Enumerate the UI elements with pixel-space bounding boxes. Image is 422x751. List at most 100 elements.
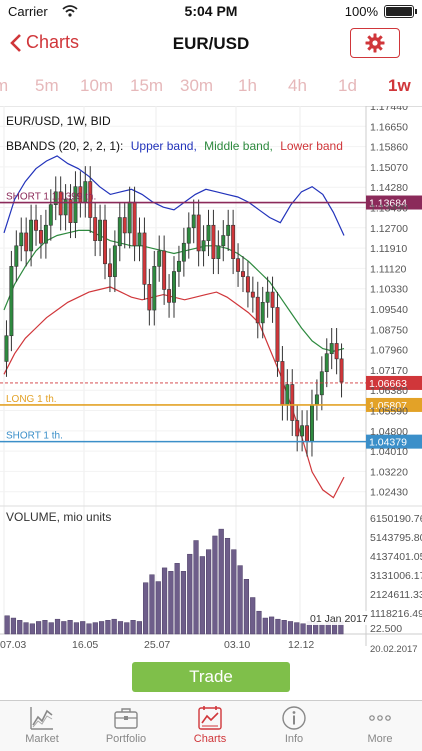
upper-band-line — [3, 155, 345, 236]
middle-band-line — [3, 229, 345, 352]
tabbar-item-info[interactable]: Info — [252, 705, 336, 745]
last-date-label: 20.02.2017 — [370, 644, 418, 655]
candle — [196, 199, 201, 267]
volume-bar — [168, 571, 174, 635]
tab-5m[interactable]: 5m — [35, 76, 59, 95]
candle — [270, 276, 275, 323]
volume-bar — [61, 621, 67, 635]
candle — [314, 379, 319, 421]
candle-up — [226, 224, 231, 236]
candle-up — [98, 219, 103, 241]
price-tick-label: 1.03220 — [370, 466, 408, 478]
candle-down — [290, 384, 295, 421]
tabbar-item-charts[interactable]: Charts — [168, 705, 252, 745]
price-chart[interactable]: SHORT 1 1.1399 th. 1.13684 LONG 1 th. 1.058… — [0, 106, 422, 656]
candle — [4, 320, 9, 377]
tabbar-item-market[interactable]: Market — [0, 705, 84, 745]
tabbar-item-more[interactable]: More — [338, 705, 422, 745]
price-tick-label: 1.11120 — [370, 263, 407, 275]
price-axis: 1.17440 1.16650 1.15860 1.15070 1.14280 1.134… — [370, 106, 408, 499]
price-tick-label: 1.07960 — [370, 345, 408, 357]
candle — [147, 268, 152, 326]
tab-1w[interactable]: 1w — [388, 76, 411, 95]
tab-1d[interactable]: 1d — [338, 76, 357, 95]
candle — [19, 217, 24, 262]
candle — [127, 186, 132, 249]
candle-up — [157, 250, 162, 267]
back-button-label: Charts — [26, 32, 80, 52]
volume-bar — [29, 623, 35, 635]
candle — [285, 369, 290, 421]
candle-up — [206, 224, 211, 241]
candle — [275, 292, 280, 377]
volume-bar — [250, 597, 256, 635]
info-icon — [282, 706, 306, 730]
volume-tick-label: 5143795.80 — [370, 532, 422, 544]
candle-up — [221, 235, 226, 247]
candle-down — [103, 219, 107, 265]
chart-grid — [0, 106, 422, 646]
tab-30m[interactable]: 30m — [180, 76, 214, 95]
candle-up — [265, 291, 270, 303]
tab-m[interactable]: m — [0, 76, 9, 95]
current-price-tag: 1.06663 — [369, 378, 407, 390]
volume-axis: 6150190.76 5143795.80 4137401.05 3131006.17… — [370, 513, 422, 635]
bbands-legend: BBANDS (20, 2, 2, 1): Upper band, Middle… — [6, 139, 343, 153]
candle-down — [339, 358, 344, 383]
candle — [162, 235, 167, 305]
tabbar-item-portfolio[interactable]: Portfolio — [84, 705, 168, 745]
volume-bar — [42, 620, 48, 635]
price-tick-label: 1.17440 — [370, 106, 408, 113]
tabbar-label-charts: Charts — [193, 733, 227, 745]
volume-tick-label: 2124611.33 — [370, 589, 422, 601]
volume-bar — [193, 540, 199, 635]
volume-bar — [256, 610, 262, 635]
volume-bar — [218, 528, 224, 635]
tab-10m[interactable]: 10m — [80, 76, 114, 95]
volume-bar — [98, 621, 105, 635]
settings-button[interactable] — [350, 28, 400, 58]
candle — [236, 243, 241, 287]
volume-bar — [86, 623, 92, 635]
level-tag-bg — [366, 195, 422, 210]
candle — [245, 261, 250, 308]
candle-down — [270, 291, 275, 308]
candle — [117, 202, 122, 262]
candle-up — [127, 201, 132, 234]
price-tick-label: 1.15070 — [370, 162, 408, 174]
candle-down — [107, 263, 112, 277]
level-tag-bg — [366, 434, 422, 449]
candle — [137, 217, 142, 262]
candle — [265, 276, 270, 318]
candle-down — [122, 217, 127, 234]
tab-4h[interactable]: 4h — [288, 76, 307, 95]
volume-bar — [187, 553, 193, 635]
date-label: 16.05 — [72, 639, 98, 651]
volume-bar — [36, 621, 42, 635]
candle — [216, 230, 221, 275]
candle-down — [38, 230, 43, 244]
tab-1h[interactable]: 1h — [238, 76, 257, 95]
volume-bar — [206, 549, 212, 635]
candle — [255, 281, 260, 339]
candle — [142, 217, 147, 300]
trade-button[interactable]: Trade — [132, 662, 290, 692]
candle — [211, 209, 216, 275]
candle — [157, 235, 162, 282]
candle — [93, 202, 98, 257]
candle-down — [34, 219, 38, 231]
candle — [63, 184, 68, 231]
back-button[interactable]: Charts — [10, 32, 79, 53]
candle — [290, 369, 295, 436]
tab-15m[interactable]: 15m — [130, 76, 164, 95]
price-tick-label: 1.15860 — [370, 142, 408, 154]
price-tick-label: 1.02430 — [370, 487, 408, 499]
chevron-left-icon — [10, 33, 21, 52]
volume-bar — [143, 582, 149, 635]
price-tick-label: 1.04010 — [370, 446, 408, 458]
candle — [167, 274, 172, 318]
current-price-tag-bg — [366, 375, 422, 390]
volume-bar — [105, 620, 111, 635]
candle — [98, 204, 103, 257]
volume-bar — [67, 620, 73, 635]
